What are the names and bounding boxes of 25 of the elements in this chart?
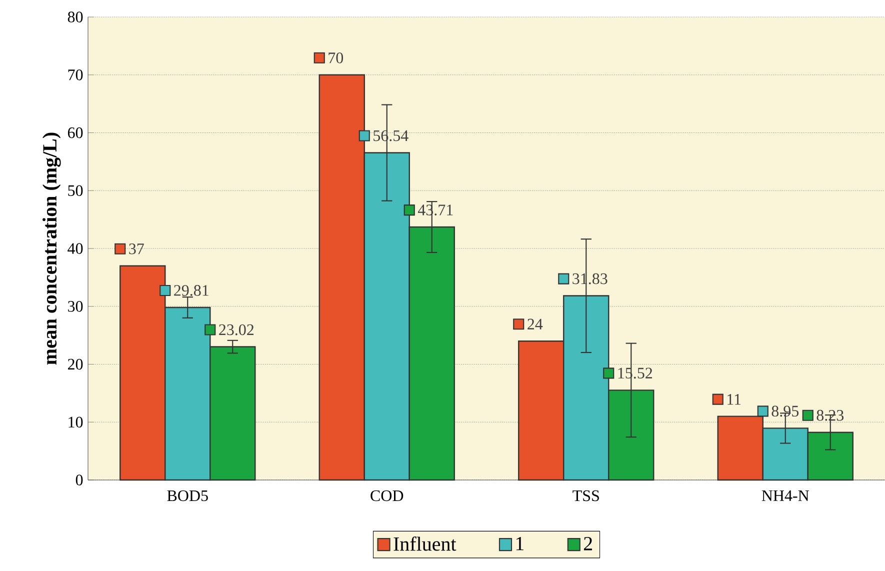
y-tick-label: 40	[68, 243, 83, 254]
legend-label: 2	[584, 536, 592, 550]
x-tick-label: BOD5	[167, 490, 208, 502]
y-tick-label: 80	[68, 12, 83, 22]
x-tick-label: COD	[370, 490, 404, 502]
y-tick-label: 0	[76, 474, 83, 486]
legend-label: 1	[516, 536, 524, 550]
data-label: 8.23	[816, 410, 844, 421]
y-tick-label: 10	[68, 416, 83, 428]
data-label: 8.95	[772, 406, 799, 417]
x-tick-label: TSS	[572, 490, 599, 502]
y-tick-label: 30	[68, 300, 83, 312]
y-tick-label: 70	[68, 69, 83, 80]
data-label: 23.02	[219, 324, 254, 336]
data-label: 29.81	[174, 285, 208, 296]
y-tick-label: 60	[68, 127, 83, 138]
legend-label: Influent	[394, 536, 456, 551]
data-label: 37	[129, 243, 144, 254]
y-tick-label: 50	[68, 185, 83, 196]
y-axis-title: mean concentration (mg/L)	[42, 132, 61, 365]
data-label: 24	[528, 318, 543, 330]
y-tick-label: 20	[68, 358, 83, 370]
x-tick-label: NH4-N	[762, 490, 810, 501]
data-label: 11	[728, 394, 741, 405]
data-label: 70	[328, 52, 344, 64]
